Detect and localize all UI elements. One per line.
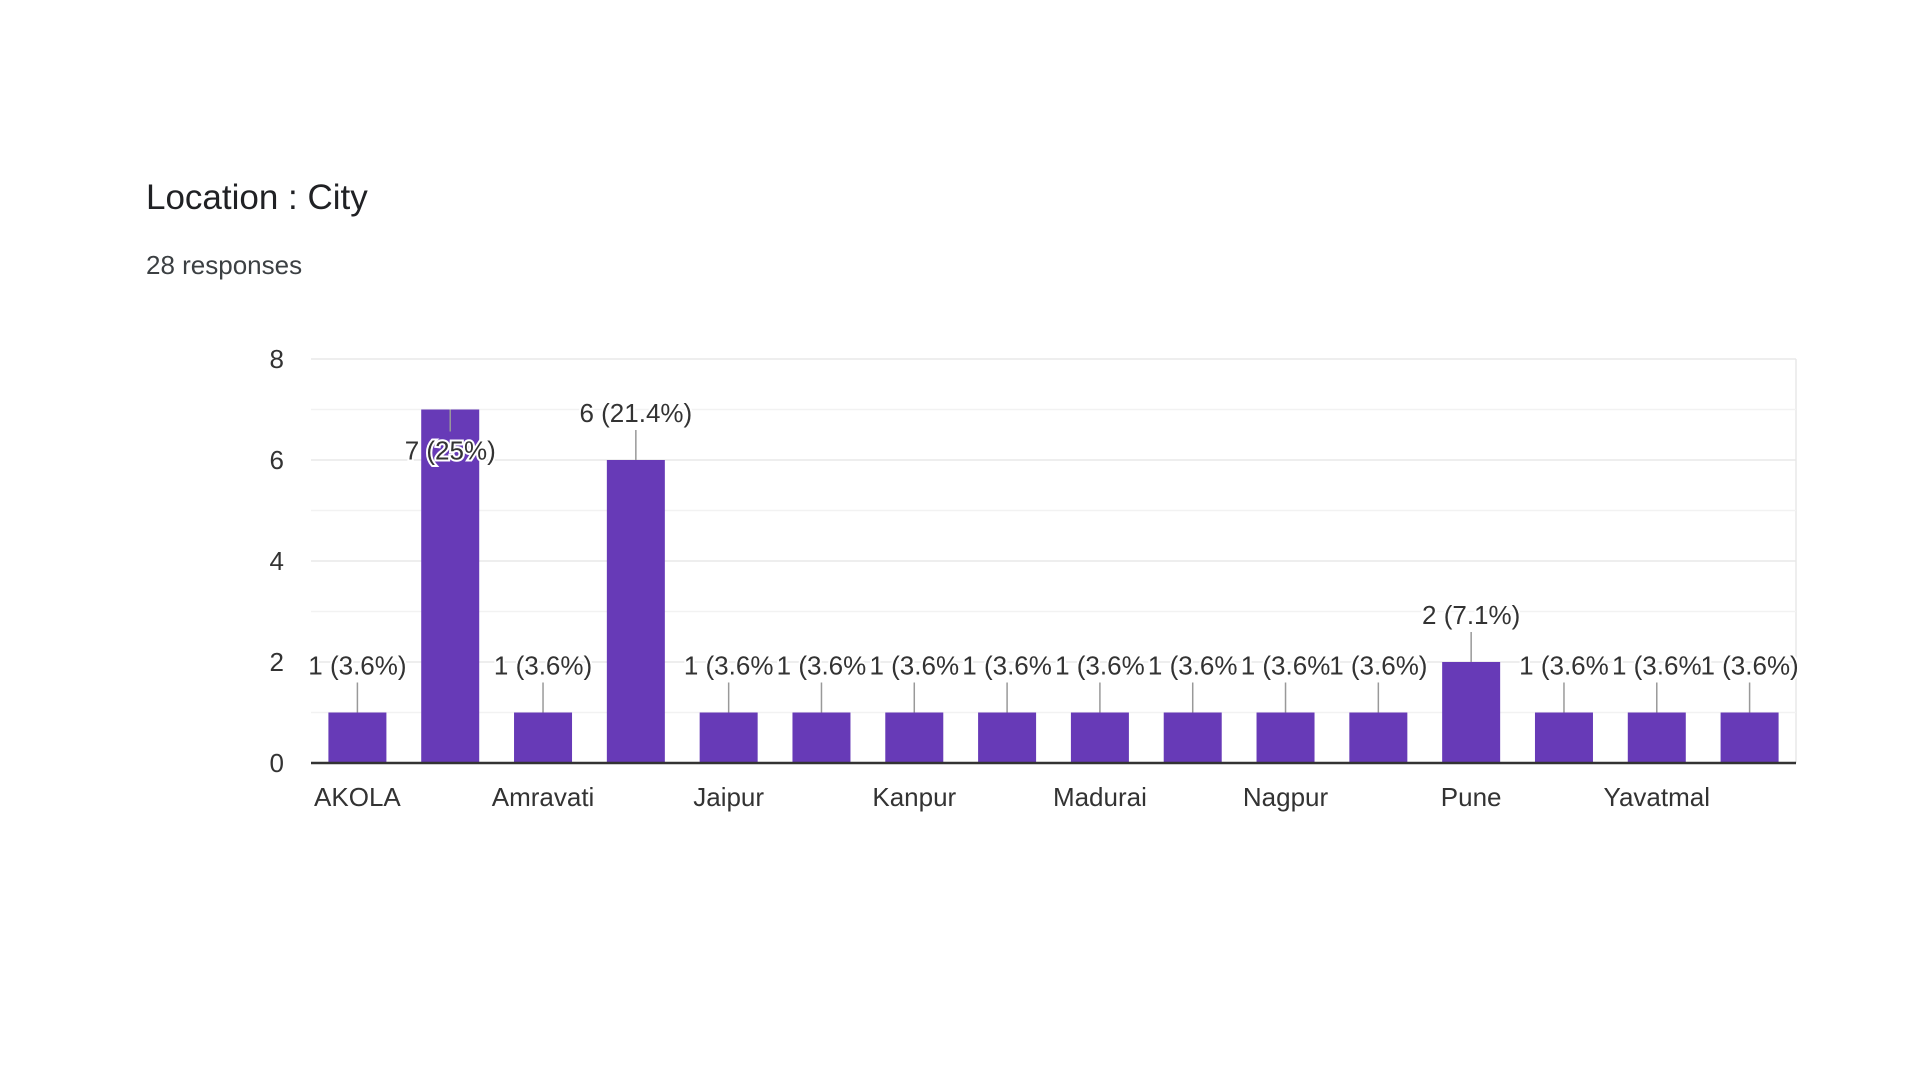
data-label: 1 (3.6% xyxy=(869,651,959,681)
data-label: 1 (3.6% xyxy=(684,651,774,681)
data-label: 1 (3.6% xyxy=(1612,651,1702,681)
bar xyxy=(1163,712,1222,763)
bar xyxy=(1349,712,1408,763)
bar xyxy=(1720,712,1779,763)
bar xyxy=(1442,662,1501,763)
bar xyxy=(885,712,944,763)
data-label: 1 (3.6%) xyxy=(1329,651,1427,681)
data-label: 1 (3.6%) xyxy=(1700,651,1798,681)
bar xyxy=(328,712,387,763)
data-label: 1 (3.6% xyxy=(1055,651,1145,681)
x-tick-label: Madurai xyxy=(1053,782,1147,812)
bar xyxy=(1534,712,1593,763)
data-label: 2 (7.1%) xyxy=(1422,600,1520,630)
x-tick-label: Yavatmal xyxy=(1604,782,1710,812)
data-label: 1 (3.6% xyxy=(1241,651,1331,681)
y-tick-label: 6 xyxy=(270,445,284,475)
x-tick-label: Pune xyxy=(1441,782,1502,812)
data-label: 1 (3.6% xyxy=(962,651,1052,681)
chart-title: Location : City xyxy=(146,178,368,217)
bar xyxy=(1256,712,1315,763)
y-tick-label: 4 xyxy=(270,546,284,576)
x-tick-label: Nagpur xyxy=(1243,782,1329,812)
bar xyxy=(421,409,480,763)
data-label: 1 (3.6% xyxy=(1148,651,1238,681)
x-tick-label: AKOLA xyxy=(314,782,401,812)
bar xyxy=(699,712,758,763)
bar xyxy=(1627,712,1686,763)
bar xyxy=(792,712,851,763)
data-label: 1 (3.6% xyxy=(777,651,867,681)
data-label: 1 (3.6%) xyxy=(308,651,406,681)
data-label: 6 (21.4%) xyxy=(579,398,692,428)
y-tick-label: 8 xyxy=(270,344,284,374)
y-tick-label: 2 xyxy=(270,647,284,677)
x-tick-label: Jaipur xyxy=(693,782,764,812)
bar xyxy=(1070,712,1129,763)
response-count: 28 responses xyxy=(146,250,303,280)
data-label: 1 (3.6% xyxy=(1519,651,1609,681)
data-label: 1 (3.6%) xyxy=(494,651,592,681)
y-tick-label: 0 xyxy=(270,748,284,778)
x-tick-label: Amravati xyxy=(492,782,595,812)
bar xyxy=(606,460,665,763)
x-tick-label: Kanpur xyxy=(872,782,956,812)
data-label: 7 (25%) xyxy=(405,436,496,466)
bar xyxy=(978,712,1037,763)
bar xyxy=(514,712,573,763)
